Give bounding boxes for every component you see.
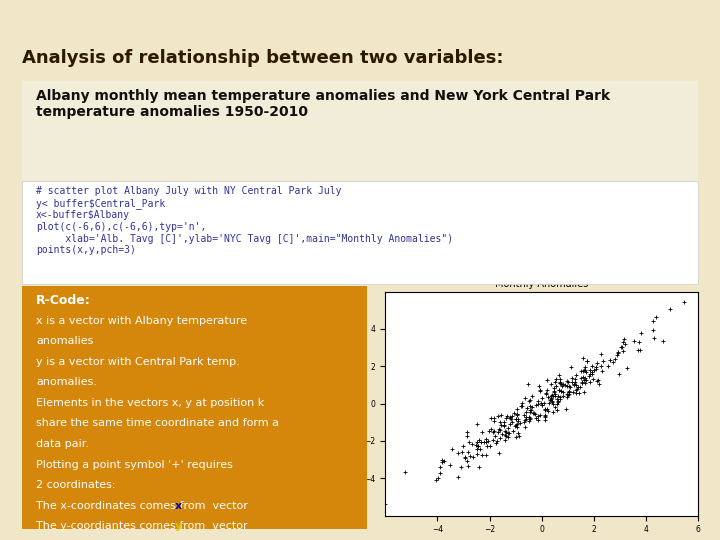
Text: anomalies.: anomalies.	[36, 377, 97, 388]
Text: Plotting a point symbol '+' requires: Plotting a point symbol '+' requires	[36, 460, 233, 470]
Text: The y-coordiantes comes from  vector: The y-coordiantes comes from vector	[36, 521, 251, 531]
Text: y: y	[174, 521, 181, 531]
Text: The x-coordinates comes from  vector: The x-coordinates comes from vector	[36, 501, 251, 511]
Text: y is a vector with Central Park temp.: y is a vector with Central Park temp.	[36, 357, 240, 367]
Text: data pair.: data pair.	[36, 439, 89, 449]
Text: x is a vector with Albany temperature: x is a vector with Albany temperature	[36, 316, 247, 326]
Text: anomalies: anomalies	[36, 336, 94, 347]
Y-axis label: NYC Tavg [C]: NYC Tavg [C]	[350, 375, 359, 433]
Text: Analysis of relationship between two variables:: Analysis of relationship between two var…	[22, 49, 503, 66]
Text: # scatter plot Albany July with NY Central Park July
y< buffer$Central_Park
x<-b: # scatter plot Albany July with NY Centr…	[36, 186, 453, 255]
Text: Albany monthly mean temperature anomalies and New York Central Park
temperature : Albany monthly mean temperature anomalie…	[36, 89, 610, 119]
Text: x: x	[174, 501, 181, 511]
Title: Monthly Anomalies: Monthly Anomalies	[495, 279, 588, 289]
Text: 2 coordinates:: 2 coordinates:	[36, 480, 115, 490]
Text: Elements in the vectors x, y at position k: Elements in the vectors x, y at position…	[36, 398, 264, 408]
Text: share the same time coordinate and form a: share the same time coordinate and form …	[36, 418, 279, 429]
Text: R-Code:: R-Code:	[36, 294, 91, 307]
